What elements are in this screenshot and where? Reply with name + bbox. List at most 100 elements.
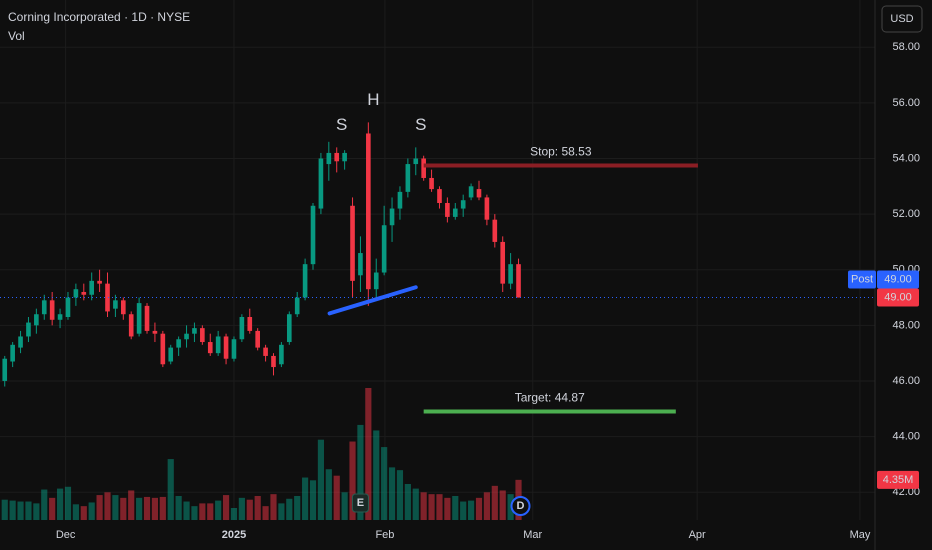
pattern-label: S [415,115,426,134]
currency[interactable]: USD [890,13,913,25]
post-price-label: 49.00 [884,273,912,285]
y-tick-label: 46.00 [892,375,920,387]
candle-body [120,300,126,315]
candle-body [452,208,458,217]
volume-bar [317,439,324,520]
x-tick-label: Feb [375,529,394,541]
volume-bar [436,494,443,520]
volume-bar [254,496,261,520]
volume-bar [286,498,293,520]
candle-body [207,342,213,354]
y-tick-label: 44.00 [892,430,920,442]
candle-body [468,186,474,198]
volume-bar [151,497,159,520]
post-name: Post [851,273,873,285]
post-price-badge [877,270,919,289]
candle-body [516,264,521,298]
volume-bar [333,475,340,520]
candle-body [73,289,79,298]
y-tick-label: 52.00 [892,208,920,220]
grid [0,0,875,520]
candle-body [97,280,102,284]
candle-body [176,339,181,348]
pattern-label: H [367,90,379,109]
candle-body [286,314,292,343]
candle-body [271,355,276,368]
volume-bar [491,485,498,520]
post-badge [848,270,876,289]
candle-body [492,219,498,242]
candle-body [160,333,166,365]
event-badge [351,493,369,513]
candle-body [200,328,205,343]
volume-bar [143,496,151,520]
volume-bar [238,497,245,520]
candle-body [18,336,23,348]
volume-title: Vol [8,29,25,43]
candle-body [366,133,371,290]
y-tick-label: 56.00 [892,97,920,109]
volume-bar [381,447,388,520]
volume-pane [1,388,522,520]
level-label: Stop: 58.53 [530,145,592,159]
candle-body [460,200,466,209]
candle-body [41,300,47,315]
x-tick-label: Apr [689,529,706,541]
volume-bar [88,502,95,520]
candle-body [223,336,229,359]
volume-bar [183,501,190,520]
y-tick-label: 48.00 [892,319,920,331]
volume-bar [96,495,103,520]
last-price-label: 49.00 [884,291,912,303]
candle-body [65,297,71,318]
volume-bar [294,496,301,520]
volume-bar [222,495,230,520]
volume-bar [396,470,404,520]
volume-bar [215,500,222,520]
volume-bar [80,506,87,520]
candle-body [2,358,8,381]
price-pane: Stop: 58.53 Target: 44.87 S H S E D [0,90,875,516]
volume-bar [49,497,56,520]
volume-bar [357,424,364,520]
candle-body [144,305,150,331]
y-tick-label: 54.00 [892,152,920,164]
volume-bar [175,496,182,520]
y-tick-label: 58.00 [892,41,920,53]
volume-bar [9,500,16,520]
volume-bar [302,477,309,520]
volume-bar [499,490,506,520]
candle-body [184,333,189,340]
volume-bar [230,508,238,520]
volume-bar [341,492,348,520]
candle-body [168,347,174,362]
level-label: Target: 44.87 [515,391,585,405]
event-badge [510,496,531,516]
candle-body [279,344,284,365]
volume-bar [404,484,411,520]
candle-body [215,336,221,354]
volume-bar [270,494,277,520]
volume-bar [325,469,332,520]
volume-bar [373,430,380,520]
volume-bar [420,492,427,520]
x-tick-label: May [850,529,871,541]
volume-bar [309,480,317,520]
volume-bar [1,499,8,520]
candle-body [381,225,387,273]
candle-body [310,205,316,265]
last-price-badge [877,288,919,307]
currency-box[interactable] [881,5,923,33]
volume-bar [17,501,24,520]
candle-body [113,300,118,309]
volume-bar [128,490,135,520]
candle-body [405,164,411,192]
candle-body [128,314,134,337]
candle-body [136,303,142,334]
x-tick-label: Dec [56,529,76,541]
volume-label: 4.35M [883,474,914,486]
volume-badge [877,470,919,489]
volume-bar [460,501,467,520]
volume-bar [444,497,451,520]
